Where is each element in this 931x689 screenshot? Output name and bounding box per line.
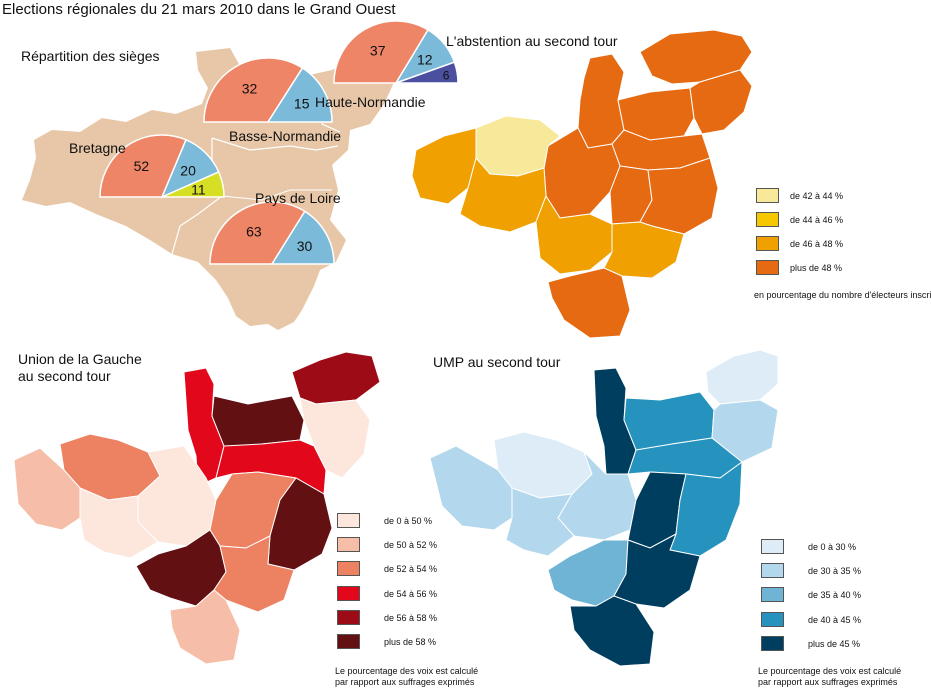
ug-legend-label-6: plus de 58 % — [384, 637, 437, 647]
seat-value-bretagne-1: 52 — [134, 158, 150, 174]
ug-legend-swatch-6 — [337, 634, 360, 649]
ug-legend-label-4: de 54 à 56 % — [384, 589, 438, 599]
ug-legend-label-1: de 0 à 50 % — [384, 516, 433, 526]
ump-legend-label-4: de 40 à 45 % — [808, 615, 862, 625]
ump-legend-label-3: de 35 à 40 % — [808, 590, 862, 600]
ump-legend-label-5: plus de 45 % — [808, 639, 861, 649]
abst-legend-note: en pourcentage du nombre d'électeurs ins… — [754, 290, 931, 300]
seat-value-pays-de-loire-2: 30 — [297, 238, 313, 254]
abst-legend-label-3: de 46 à 48 % — [790, 239, 844, 249]
abst-dept-manche — [577, 53, 625, 149]
ump-legend-label-1: de 0 à 30 % — [808, 542, 857, 552]
seat-slice-bretagne-3 — [161, 170, 225, 198]
seat-value-basse-normandie-1: 32 — [242, 80, 258, 96]
ug-legend-swatch-5 — [337, 610, 360, 625]
seat-value-haute-normandie-2: 12 — [417, 52, 433, 68]
abst-legend-swatch-4 — [756, 260, 779, 275]
ug-legend-label-5: de 56 à 58 % — [384, 613, 438, 623]
ump-legend-label-2: de 30 à 35 % — [808, 566, 862, 576]
abst-dept-maine-et-loire — [603, 221, 685, 279]
gauche-map — [13, 351, 381, 665]
gauche-heading-line1: Union de la Gauche — [18, 351, 142, 367]
ug-legend-label-2: de 50 à 52 % — [384, 540, 438, 550]
ump-legend-swatch-2 — [761, 563, 784, 578]
seats-border-normandie — [211, 137, 339, 151]
ug-dept-morbihan — [79, 487, 159, 559]
seats-border-pdl-inner — [221, 189, 332, 201]
abst-legend-swatch-1 — [756, 188, 779, 203]
ump-legend-swatch-3 — [761, 587, 784, 602]
ug-legend-swatch-3 — [337, 561, 360, 576]
abst-legend-label-1: de 42 à 44 % — [790, 191, 844, 201]
abst-legend-label-4: plus de 48 % — [790, 263, 843, 273]
ump-dept-seinemaritime — [705, 349, 779, 405]
region-label-basse-normandie: Basse-Normandie — [229, 128, 342, 144]
ump-note-line1: Le pourcentage des voix est calculé — [758, 666, 902, 676]
ug-legend-swatch-1 — [337, 513, 360, 528]
ug-dept-maine-et-loire — [213, 535, 295, 613]
abst-dept-eure — [689, 69, 753, 135]
seats-heading: Répartition des sièges — [21, 48, 160, 64]
abst-dept-seinemaritime — [639, 29, 753, 85]
ump-note-line2: par rapport aux suffrages exprimés — [758, 677, 898, 687]
region-label-haute-normandie: Haute-Normandie — [315, 94, 426, 110]
abst-legend-swatch-3 — [756, 236, 779, 251]
seats-pies: 37 12 6 32 15 52 20 11 63 30 — [99, 20, 459, 265]
ug-dept-seinemaritime — [291, 351, 381, 405]
seat-slice-basse-normandie-2 — [266, 67, 333, 123]
ug-note-line1: Le pourcentage des voix est calculé — [335, 666, 479, 676]
ump-dept-vendee — [569, 595, 655, 667]
seat-value-bretagne-3: 11 — [191, 181, 206, 197]
seat-value-haute-normandie-1: 37 — [370, 43, 386, 59]
ug-legend-label-3: de 52 à 54 % — [384, 564, 438, 574]
ug-dept-eure — [299, 397, 371, 479]
seat-value-bretagne-2: 20 — [180, 162, 196, 178]
ug-legend-swatch-2 — [337, 537, 360, 552]
ump-legend-swatch-4 — [761, 612, 784, 627]
abstention-heading: L'abstention au second tour — [446, 33, 618, 49]
ug-dept-vendee — [169, 589, 241, 665]
region-label-bretagne: Bretagne — [69, 140, 126, 156]
abst-dept-sarthe — [639, 157, 719, 235]
seat-slice-haute-normandie-3 — [395, 61, 459, 84]
seat-slice-pays-de-loire-2 — [270, 210, 335, 265]
seat-value-pays-de-loire-1: 63 — [246, 224, 262, 240]
seat-value-basse-normandie-2: 15 — [294, 96, 310, 112]
abst-legend-label-2: de 44 à 46 % — [790, 215, 844, 225]
abst-dept-vendee — [547, 267, 631, 339]
ump-legend-swatch-1 — [761, 539, 784, 554]
figure-title: Elections régionales du 21 mars 2010 dan… — [2, 1, 396, 18]
ump-map — [429, 349, 779, 667]
ump-heading: UMP au second tour — [433, 354, 561, 370]
ug-note-line2: par rapport aux suffrages exprimés — [335, 677, 475, 687]
seats-map: 37 12 6 32 15 52 20 11 63 30 — [22, 20, 459, 330]
abst-legend-swatch-2 — [756, 212, 779, 227]
seat-value-haute-normandie-3: 6 — [443, 68, 450, 82]
region-label-pays-de-loire: Pays de Loire — [255, 190, 341, 206]
ug-legend-swatch-4 — [337, 586, 360, 601]
seat-slice-bretagne-1 — [99, 134, 187, 198]
abstention-map — [411, 29, 753, 339]
ump-legend-swatch-5 — [761, 636, 784, 651]
ump-dept-morbihan — [505, 487, 575, 557]
gauche-heading-line2: au second tour — [18, 368, 111, 384]
